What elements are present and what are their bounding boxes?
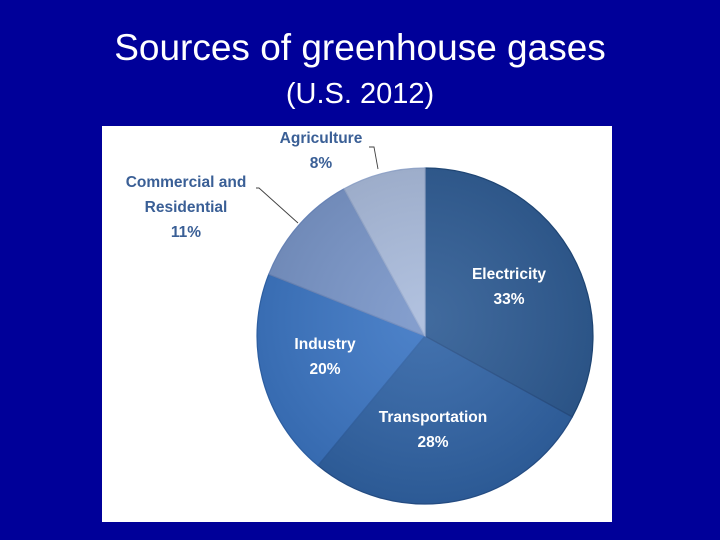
slice-label-industry: Industry 20%: [294, 336, 356, 378]
slice-percent: 33%: [493, 291, 524, 308]
pie-chart: Electricity 33% Transportation 28% Industry 2…: [126, 130, 594, 505]
slice-name: Industry: [294, 336, 356, 353]
slide-subtitle: (U.S. 2012): [285, 78, 435, 110]
pie-shading-overlay: [257, 168, 593, 504]
slide-title: Sources of greenhouse gases: [114, 27, 606, 68]
slice-label-electricity: Electricity 33%: [472, 266, 546, 308]
chart-panel: Electricity 33% Transportation 28% Industry 2…: [102, 126, 612, 522]
slice-percent: 28%: [417, 434, 448, 451]
slice-label-commercial-and: Commercial and Residential 11%: [126, 174, 247, 241]
slice-percent: 20%: [309, 361, 340, 378]
leader-line: [369, 146, 379, 170]
slice-name: Transportation: [379, 409, 488, 426]
slice-percent: 8%: [310, 155, 333, 172]
slice-name: Residential: [145, 199, 228, 216]
slice-label-transportation: Transportation 28%: [379, 409, 488, 451]
slice-percent: 11%: [171, 224, 201, 241]
leader-lines: [256, 146, 379, 224]
pie-shading: [257, 168, 593, 504]
slice-name: Commercial and: [126, 174, 247, 191]
slice-name: Electricity: [472, 266, 546, 283]
slice-labels: Electricity 33% Transportation 28% Industry 2…: [126, 130, 547, 451]
leader-line: [256, 187, 299, 224]
slice-name: Agriculture: [280, 130, 363, 147]
slice-label-agriculture: Agriculture 8%: [280, 130, 363, 172]
